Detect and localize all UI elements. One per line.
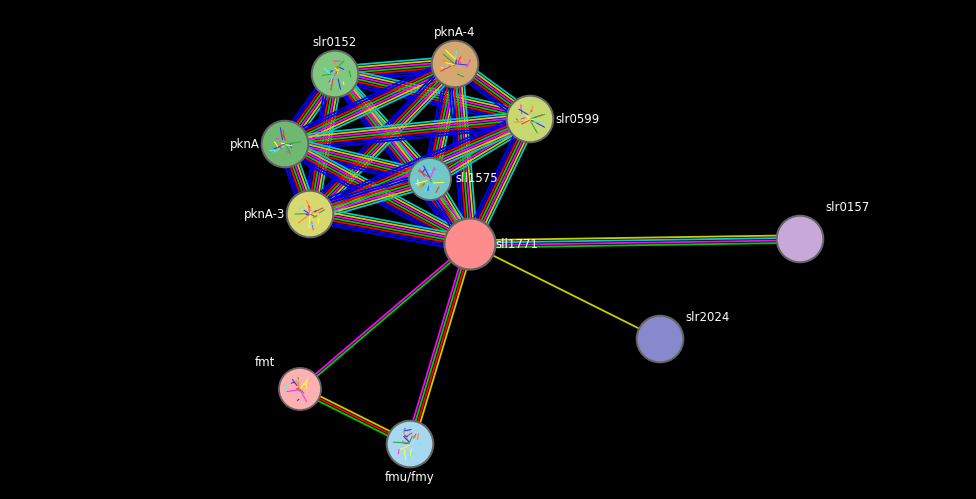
Text: sll1575: sll1575 [455, 173, 498, 186]
Circle shape [279, 368, 321, 410]
Circle shape [280, 370, 319, 409]
Circle shape [264, 122, 306, 166]
Circle shape [386, 420, 433, 468]
Circle shape [636, 315, 683, 363]
Circle shape [262, 120, 308, 168]
Circle shape [286, 191, 334, 238]
Text: slr0152: slr0152 [313, 36, 357, 49]
Circle shape [288, 193, 332, 236]
Circle shape [776, 216, 824, 262]
Circle shape [409, 158, 451, 200]
Text: sll1771: sll1771 [495, 238, 538, 250]
Circle shape [779, 218, 822, 260]
Circle shape [638, 317, 681, 361]
Circle shape [431, 40, 478, 88]
Circle shape [388, 422, 431, 466]
Circle shape [507, 95, 553, 143]
Circle shape [411, 160, 449, 199]
Circle shape [446, 220, 494, 268]
Text: fmt: fmt [255, 356, 275, 369]
Circle shape [508, 97, 551, 141]
Text: pknA: pknA [230, 138, 260, 151]
Text: pknA-3: pknA-3 [244, 208, 285, 221]
Text: slr0157: slr0157 [825, 201, 870, 214]
Circle shape [433, 42, 476, 86]
Circle shape [444, 218, 496, 270]
Text: slr2024: slr2024 [685, 311, 729, 324]
Text: pknA-4: pknA-4 [434, 26, 475, 39]
Text: slr0599: slr0599 [555, 112, 599, 126]
Circle shape [313, 52, 356, 96]
Text: fmu/fmy: fmu/fmy [386, 471, 435, 484]
Circle shape [311, 50, 358, 98]
